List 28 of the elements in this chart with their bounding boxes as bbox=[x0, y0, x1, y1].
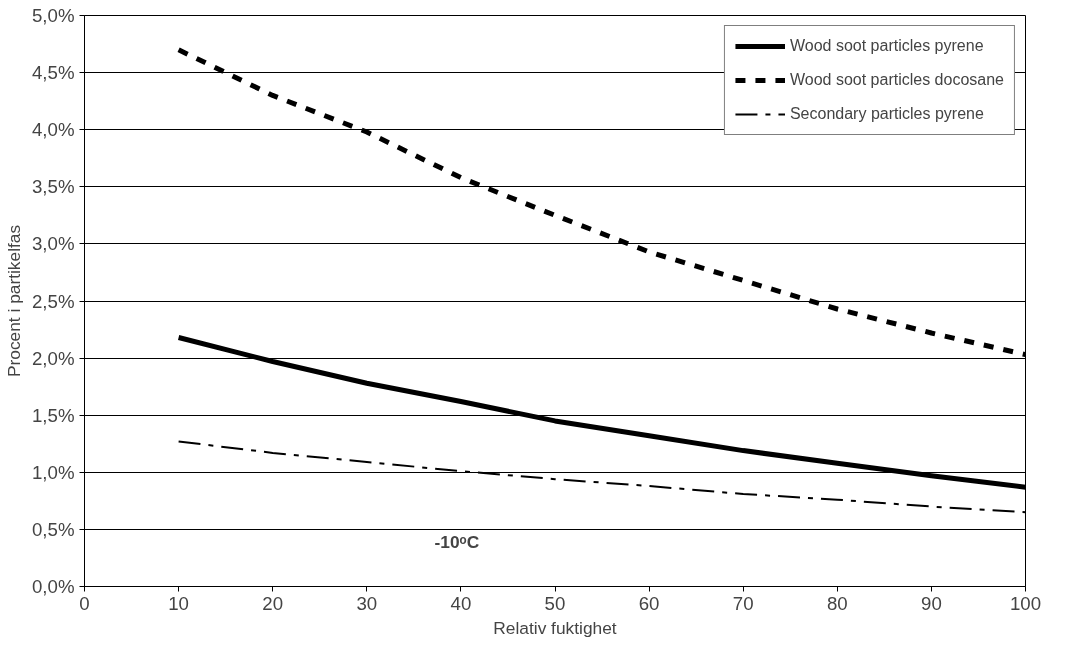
x-tick-label: 80 bbox=[826, 592, 848, 614]
annotation: -10ᵒC bbox=[434, 531, 480, 552]
x-tick-label: 100 bbox=[1009, 592, 1042, 614]
x-tick-label: 10 bbox=[168, 592, 189, 614]
y-tick-label: 3,0% bbox=[31, 233, 75, 255]
y-tick-label: 1,5% bbox=[31, 404, 75, 426]
y-tick-label: 2,0% bbox=[31, 347, 75, 369]
legend-label: Wood soot particles pyrene bbox=[789, 37, 984, 55]
x-tick-label: 30 bbox=[356, 592, 378, 614]
x-tick-label: 90 bbox=[921, 592, 942, 614]
legend-label: Wood soot particles docosane bbox=[789, 71, 1004, 89]
x-tick-label: 70 bbox=[732, 592, 754, 614]
y-axis-title: Procent i partikelfas bbox=[3, 224, 24, 378]
y-tick-label: 5,0% bbox=[31, 5, 75, 26]
x-tick-label: 50 bbox=[544, 592, 566, 614]
y-tick-label: 4,5% bbox=[31, 62, 75, 84]
x-tick-label: 0 bbox=[79, 592, 90, 614]
x-tick-label: 20 bbox=[262, 592, 284, 614]
y-tick-label: 0,5% bbox=[31, 518, 75, 540]
y-tick-label: 1,0% bbox=[31, 461, 75, 483]
y-tick-label: 4,0% bbox=[31, 119, 75, 141]
x-tick-label: 60 bbox=[638, 592, 660, 614]
y-tick-label: 3,5% bbox=[31, 176, 75, 198]
legend-label: Secondary particles pyrene bbox=[789, 105, 984, 123]
y-tick-label: 0,0% bbox=[31, 576, 75, 597]
x-axis-title: Relativ fuktighet bbox=[493, 617, 617, 638]
x-tick-label: 40 bbox=[450, 592, 472, 614]
y-tick-label: 2,5% bbox=[31, 290, 75, 312]
